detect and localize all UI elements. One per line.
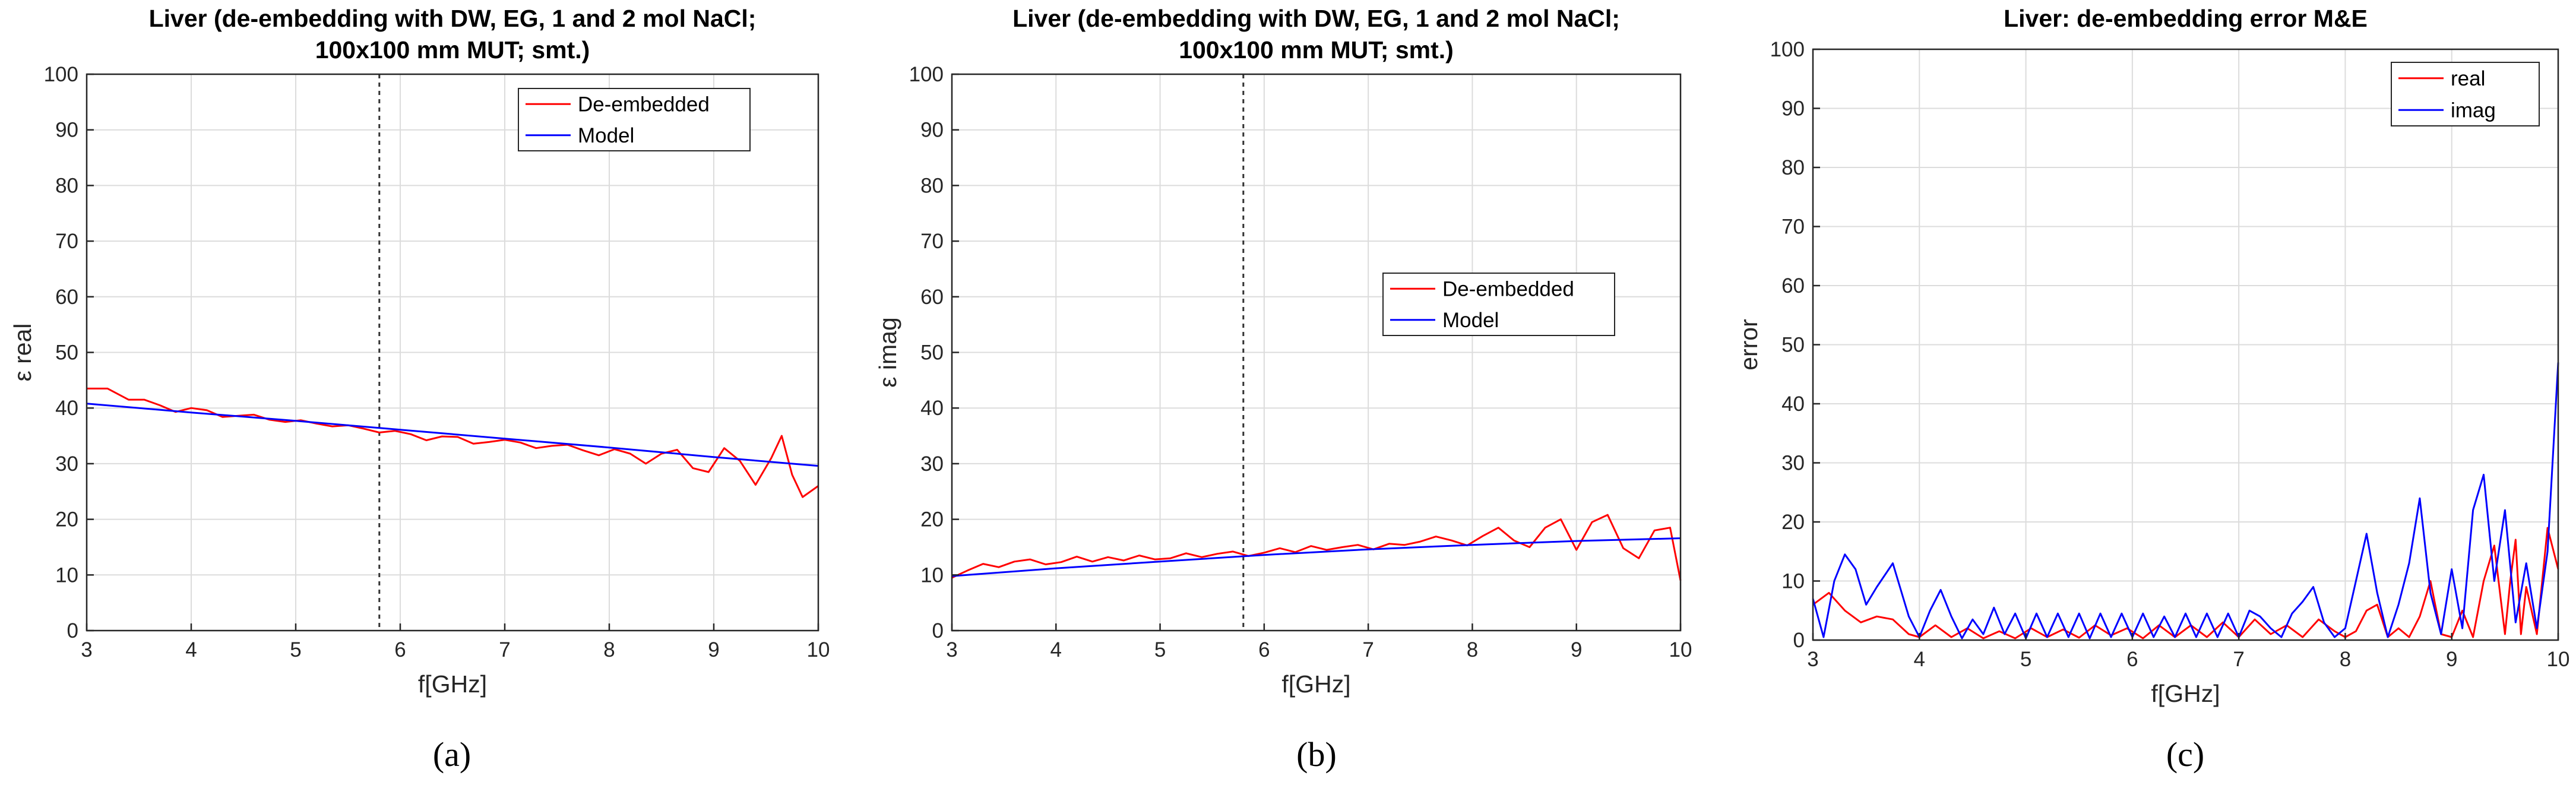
y-axis-label: ε imag (874, 317, 901, 388)
y-tick-label: 60 (55, 286, 78, 309)
y-axis-label: error (1735, 319, 1762, 371)
y-tick-label: 50 (1781, 334, 1805, 357)
series-line-de-embedded (951, 514, 1682, 581)
x-axis-label: f[GHz] (2151, 680, 2220, 707)
x-tick-label: 4 (1914, 648, 1925, 671)
legend: De-embedded Model (518, 88, 751, 151)
x-tick-label: 6 (1258, 638, 1270, 661)
x-axis-label: f[GHz] (418, 670, 487, 698)
y-tick-label: 30 (55, 452, 78, 476)
x-tick-label: 8 (1467, 638, 1478, 661)
panel-caption: (b) (1296, 735, 1337, 774)
x-axis-label: f[GHz] (1281, 670, 1350, 698)
y-tick-label: 0 (932, 619, 944, 642)
y-tick-label: 60 (1781, 274, 1805, 297)
x-tick-label: 4 (185, 638, 197, 661)
y-tick-label: 20 (1781, 511, 1805, 534)
x-tick-label: 7 (1362, 638, 1374, 661)
legend: De-embedded Model (1382, 273, 1615, 336)
series-line-imag (1812, 362, 2559, 639)
chart-title: Liver (de-embedding with DW, EG, 1 and 2… (149, 5, 757, 32)
series-line-model (951, 537, 1681, 577)
x-tick-label: 8 (2340, 648, 2351, 671)
chart-title: Liver: de-embedding error M&E (2004, 5, 2368, 32)
y-tick-label: 50 (55, 341, 78, 365)
chart-subtitle: 100x100 mm MUT; smt.) (315, 36, 590, 64)
x-tick-label: 5 (1154, 638, 1166, 661)
chart-title: Liver (de-embedding with DW, EG, 1 and 2… (1012, 5, 1620, 32)
y-tick-label: 30 (920, 452, 944, 476)
legend-entry: imag (2451, 99, 2496, 122)
x-tick-label: 9 (708, 638, 719, 661)
y-tick-label: 80 (1781, 156, 1805, 179)
y-tick-label: 100 (44, 63, 78, 86)
x-tick-label: 4 (1050, 638, 1062, 661)
y-tick-label: 70 (920, 230, 944, 253)
x-tick-label: 8 (603, 638, 615, 661)
y-tick-label: 60 (920, 286, 944, 309)
y-tick-label: 90 (920, 119, 944, 142)
series-line-de-embedded (87, 387, 819, 498)
legend-entry: real (2451, 67, 2485, 90)
x-tick-label: 7 (2233, 648, 2244, 671)
y-tick-label: 10 (55, 563, 78, 587)
x-tick-label: 6 (394, 638, 406, 661)
y-tick-label: 90 (1781, 97, 1805, 121)
x-tick-label: 9 (1571, 638, 1582, 661)
series-line-model (86, 403, 819, 467)
x-tick-label: 6 (2126, 648, 2138, 671)
y-tick-label: 40 (1781, 392, 1805, 416)
x-tick-label: 3 (1807, 648, 1818, 671)
legend-box (2391, 62, 2540, 126)
legend-box (1382, 273, 1615, 336)
legend-entry: Model (578, 124, 634, 147)
y-tick-label: 0 (67, 619, 78, 642)
y-tick-label: 90 (55, 119, 78, 142)
y-tick-label: 0 (1793, 629, 1805, 652)
y-tick-label: 40 (920, 397, 944, 420)
chart-panel-c: 3 4 5 6 7 8 9 100102030405060708090100f[GHz]err… (1735, 5, 2569, 774)
x-tick-label: 7 (499, 638, 510, 661)
y-tick-label: 20 (55, 508, 78, 531)
x-tick-label: 5 (290, 638, 301, 661)
y-tick-label: 10 (1781, 570, 1805, 593)
y-tick-label: 50 (920, 341, 944, 365)
y-tick-label: 80 (55, 174, 78, 197)
x-tick-label: 3 (81, 638, 92, 661)
legend-entry: De-embedded (1442, 277, 1574, 300)
x-tick-label: 10 (807, 638, 830, 661)
y-tick-label: 70 (1781, 216, 1805, 239)
legend: real imag (2391, 62, 2540, 126)
y-tick-label: 40 (55, 397, 78, 420)
series-line-real (1812, 527, 2559, 639)
y-tick-label: 100 (909, 63, 944, 86)
x-tick-label: 10 (1669, 638, 1692, 661)
y-tick-label: 100 (1770, 38, 1805, 61)
y-tick-label: 30 (1781, 452, 1805, 475)
legend-box (518, 88, 751, 151)
x-tick-label: 9 (2446, 648, 2457, 671)
y-axis-label: ε real (9, 323, 36, 381)
y-tick-label: 10 (920, 563, 944, 587)
y-tick-label: 20 (920, 508, 944, 531)
x-tick-label: 5 (2020, 648, 2031, 671)
panel-caption: (a) (433, 735, 471, 774)
chart-subtitle: 100x100 mm MUT; smt.) (1179, 36, 1454, 64)
legend-entry: De-embedded (578, 93, 710, 116)
y-tick-label: 80 (920, 174, 944, 197)
y-tick-label: 70 (55, 230, 78, 253)
legend-entry: Model (1442, 309, 1499, 332)
x-tick-label: 3 (946, 638, 957, 661)
panel-caption: (c) (2166, 735, 2204, 774)
x-tick-label: 10 (2547, 648, 2570, 671)
